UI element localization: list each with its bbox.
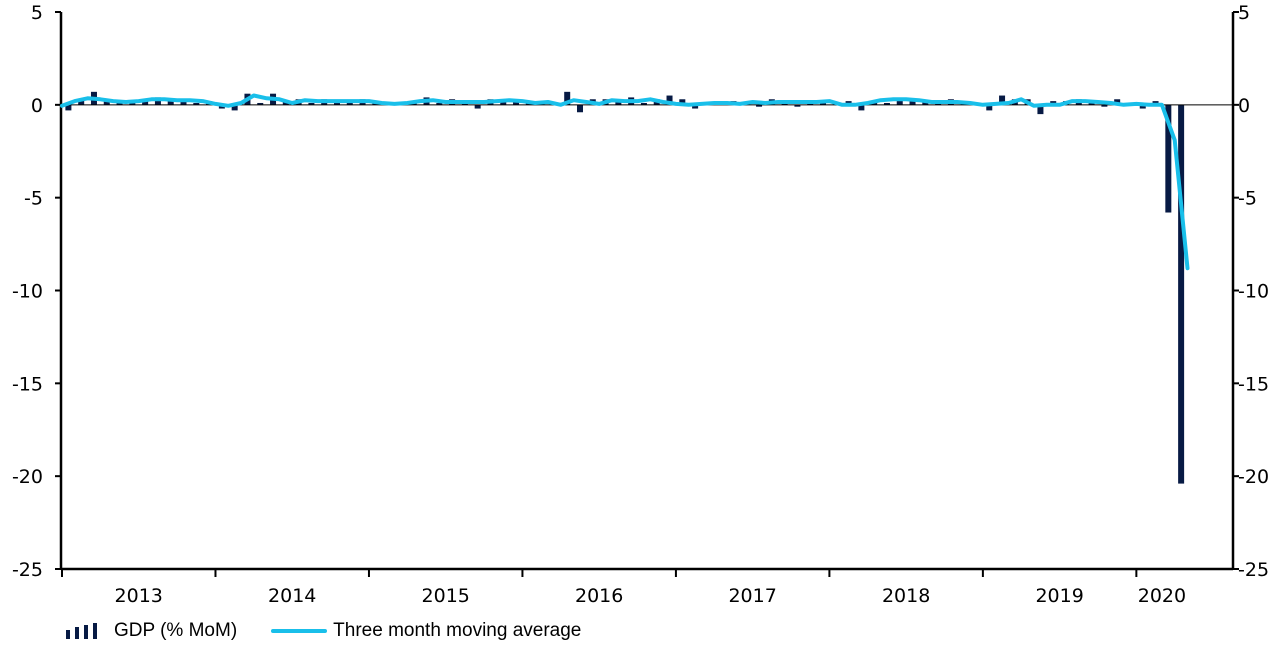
gdp-bar [666, 95, 673, 105]
y-tick-label-right: -10 [1238, 281, 1269, 303]
legend-label-gdp: GDP (% MoM) [114, 620, 238, 641]
y-tick-label-right: -5 [1238, 188, 1257, 210]
gdp-bar [1165, 104, 1172, 213]
gdp-bar [308, 102, 315, 105]
y-axis-right-labels: 5 0 -5 -10 -15 -20 -25 [1238, 2, 1269, 581]
y-tick-label-left: 5 [31, 2, 43, 24]
y-tick-label-left: -15 [12, 373, 43, 395]
gdp-bar [858, 104, 865, 111]
legend-line-swatch [271, 629, 328, 633]
x-year-label: 2015 [422, 585, 470, 607]
gdp-bar [167, 101, 174, 105]
legend-item-moving-average: Three month moving average [271, 620, 581, 642]
gdp-bar [257, 102, 264, 105]
gdp-bar [1037, 104, 1044, 115]
x-axis-year-labels: 2013 2014 2015 2016 2017 2018 2019 2020 [115, 585, 1187, 607]
x-year-label: 2014 [268, 585, 316, 607]
legend-bars-swatch [66, 623, 102, 639]
y-tick-label-left: -25 [12, 559, 43, 581]
y-tick-label-left: -20 [12, 466, 43, 488]
gdp-bar [896, 99, 903, 105]
legend-label-moving-average: Three month moving average [333, 620, 582, 641]
gdp-bar [474, 104, 481, 109]
legend: GDP (% MoM) Three month moving average [66, 617, 615, 645]
gdp-bar [909, 101, 916, 105]
y-tick-label-right: -15 [1238, 373, 1269, 395]
gdp-bar [142, 101, 149, 105]
y-tick-label-right: -20 [1238, 466, 1269, 488]
y-tick-label-right: 0 [1238, 95, 1250, 117]
y-tick-label-right: 5 [1238, 2, 1250, 24]
gdp-bar [1088, 102, 1095, 105]
gdp-bar [756, 104, 763, 107]
x-year-label: 2019 [1035, 585, 1083, 607]
y-axis-left-labels: 5 0 -5 -10 -15 -20 -25 [12, 2, 43, 581]
legend-item-gdp: GDP (% MoM) [66, 620, 237, 642]
y-tick-label-left: -10 [12, 281, 43, 303]
y-tick-label-right: -25 [1238, 559, 1269, 581]
y-tick-label-left: -5 [24, 188, 43, 210]
gdp-bar [986, 104, 993, 111]
x-year-label: 2020 [1138, 585, 1186, 607]
gdp-bar [576, 104, 583, 113]
gdp-bar [999, 95, 1006, 105]
gdp-bar [1101, 104, 1108, 107]
y-tick-label-left: 0 [31, 95, 43, 117]
gdp-bar [615, 101, 622, 105]
moving-average-line [60, 93, 1190, 271]
gdp-bar [1139, 104, 1146, 109]
gdp-bar [679, 99, 686, 105]
gdp-bar [794, 104, 801, 107]
x-year-label: 2018 [882, 585, 930, 607]
gdp-bar [116, 102, 123, 105]
gdp-bar [513, 101, 520, 105]
gdp-bar [640, 102, 647, 105]
axes [55, 11, 1239, 577]
gdp-bar [78, 99, 85, 105]
gdp-bar [103, 101, 110, 105]
gdp-bar [193, 102, 200, 105]
gdp-bar [1178, 104, 1185, 484]
gdp-bars [65, 91, 1185, 484]
gdp-bar [883, 102, 890, 105]
gdp-bar [564, 91, 571, 105]
gdp-bar [871, 102, 878, 105]
x-year-label: 2016 [575, 585, 623, 607]
gdp-bar [436, 102, 443, 105]
gdp-bar [65, 104, 72, 111]
gdp-bar [231, 104, 238, 111]
x-year-label: 2013 [115, 585, 163, 607]
x-year-label: 2017 [728, 585, 776, 607]
gdp-bar [692, 104, 699, 109]
